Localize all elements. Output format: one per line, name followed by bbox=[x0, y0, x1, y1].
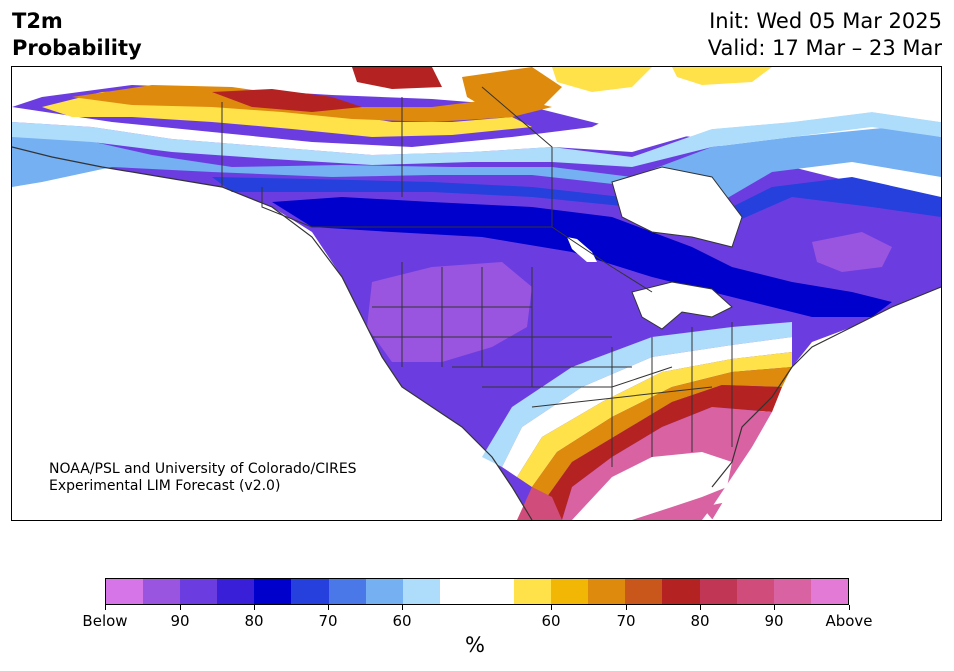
colorbar-tick-label: 70 bbox=[318, 612, 338, 630]
colorbar-segment bbox=[328, 579, 366, 604]
coastline-east bbox=[711, 286, 941, 488]
colorbar-segment bbox=[291, 579, 329, 604]
band-pale-south bbox=[482, 322, 792, 467]
colorbar-segment bbox=[476, 579, 515, 604]
great-lakes bbox=[631, 281, 733, 330]
colorbar-segment bbox=[773, 579, 811, 604]
colorbar bbox=[105, 578, 849, 605]
colorbar-tickmark bbox=[774, 605, 775, 610]
colorbar-unit: % bbox=[465, 633, 485, 657]
band-pink-mexico bbox=[517, 487, 562, 520]
colorbar-segment bbox=[662, 579, 700, 604]
probability-map bbox=[11, 66, 942, 521]
colorbar-segment bbox=[402, 579, 440, 604]
band-white-north bbox=[12, 77, 941, 155]
plot-title: T2m Probability bbox=[12, 8, 142, 62]
colorbar-segment bbox=[810, 579, 848, 604]
title-variable: T2m bbox=[12, 9, 63, 33]
atlantic-ocean bbox=[712, 312, 941, 520]
init-date: Init: Wed 05 Mar 2025 bbox=[709, 9, 942, 33]
colorbar-tickmark bbox=[105, 605, 106, 610]
credit-org: NOAA/PSL and University of Colorado/CIRE… bbox=[49, 461, 357, 477]
colorbar-segment bbox=[180, 579, 218, 604]
colorbar-segment bbox=[736, 579, 774, 604]
colorbar-segment bbox=[514, 579, 552, 604]
colorbar-segment bbox=[699, 579, 737, 604]
colorbar-tickmark bbox=[551, 605, 552, 610]
colorbar-tick-label: Below bbox=[82, 612, 128, 630]
gulf-of-mexico bbox=[572, 452, 732, 520]
colorbar-tickmark bbox=[180, 605, 181, 610]
lake-winnipeg bbox=[567, 237, 597, 262]
colorbar-tickmark bbox=[626, 605, 627, 610]
colorbar-segment bbox=[217, 579, 255, 604]
map-canvas bbox=[12, 67, 941, 520]
colorbar-segment bbox=[143, 579, 181, 604]
credit-product: Experimental LIM Forecast (v2.0) bbox=[49, 478, 281, 494]
political-borders bbox=[221, 86, 733, 467]
band-yellow-south bbox=[517, 352, 792, 487]
coastline bbox=[12, 146, 533, 520]
land-light-purple-quebec bbox=[812, 232, 892, 272]
colorbar-tick-label: 90 bbox=[170, 612, 190, 630]
band-orange-arctic-islands bbox=[462, 67, 562, 112]
band-pale-blue bbox=[12, 112, 941, 167]
colorbar-tick-label: 90 bbox=[764, 612, 784, 630]
band-yellow-arctic-islands bbox=[552, 67, 772, 92]
title-product: Probability bbox=[12, 36, 142, 60]
credit-text: NOAA/PSL and University of Colorado/CIRE… bbox=[49, 461, 357, 495]
band-red-north bbox=[212, 67, 442, 112]
colorbar-segment bbox=[106, 579, 144, 604]
colorbar-tick-label: 70 bbox=[616, 612, 636, 630]
colorbar-segment bbox=[439, 579, 477, 604]
pacific-ocean bbox=[12, 187, 492, 520]
colorbar-tick-label: 80 bbox=[244, 612, 264, 630]
colorbar-tickmark bbox=[402, 605, 403, 610]
band-mid-blue bbox=[212, 177, 941, 232]
colorbar-segment bbox=[365, 579, 403, 604]
colorbar-segment bbox=[254, 579, 292, 604]
valid-range: Valid: 17 Mar – 23 Mar bbox=[707, 36, 942, 60]
band-pink-yucatan bbox=[652, 512, 684, 520]
colorbar-tickmark bbox=[700, 605, 701, 610]
colorbar-segment bbox=[625, 579, 663, 604]
colorbar-tick-label: 80 bbox=[690, 612, 710, 630]
colorbar-segment bbox=[588, 579, 626, 604]
band-white-south bbox=[502, 337, 792, 477]
colorbar-tick-label: 60 bbox=[392, 612, 412, 630]
colorbar-tick-label: Above bbox=[825, 612, 873, 630]
colorbar-tickmark bbox=[328, 605, 329, 610]
colorbar-tickmark bbox=[849, 605, 850, 610]
colorbar-segment bbox=[551, 579, 589, 604]
colorbar-tick-label: 60 bbox=[541, 612, 561, 630]
colorbar-tickmark bbox=[254, 605, 255, 610]
forecast-dates: Init: Wed 05 Mar 2025 Valid: 17 Mar – 23… bbox=[708, 8, 942, 62]
hudson-bay bbox=[611, 166, 743, 248]
band-red-south bbox=[542, 385, 782, 520]
